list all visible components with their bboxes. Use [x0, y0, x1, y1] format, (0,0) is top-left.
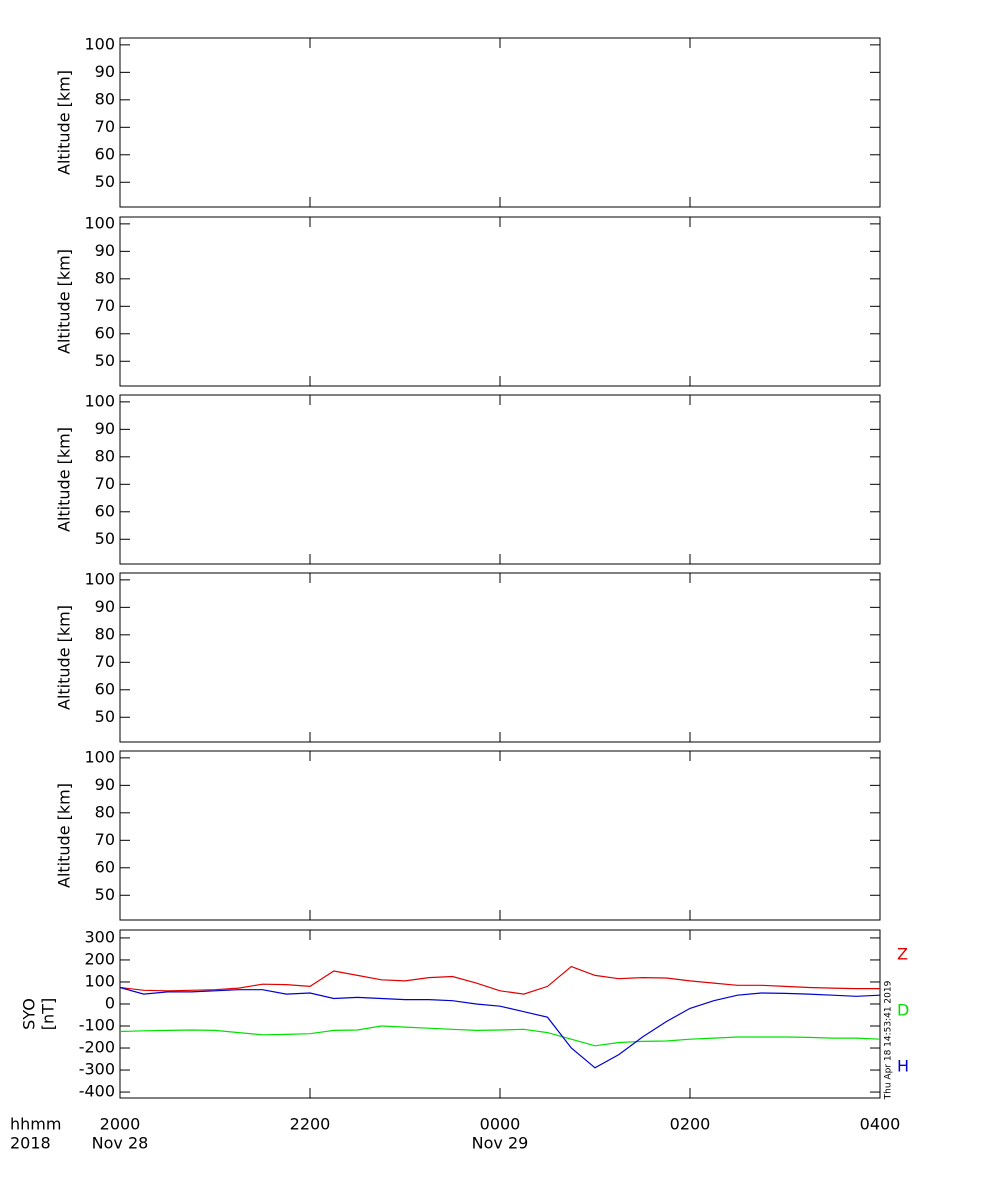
y-tick-label: -200 [79, 1038, 115, 1057]
y-axis-label: Altitude [km] [55, 70, 74, 175]
plot-frame [119, 929, 881, 1099]
y-tick-label: 90 [95, 419, 115, 438]
y-tick-label: 50 [95, 707, 115, 726]
series-line [119, 965, 880, 995]
y-tick-label: 60 [95, 857, 115, 876]
y-tick-label: 70 [95, 652, 115, 671]
legend-label: Z [897, 945, 908, 964]
y-tick-label: 50 [95, 172, 115, 191]
y-tick-label: 50 [95, 529, 115, 548]
legend-label: H [897, 1057, 909, 1076]
y-tick-label: 60 [95, 679, 115, 698]
x-date-label: Nov 29 [472, 1134, 529, 1153]
y-tick-label: -300 [79, 1060, 115, 1079]
plot-frame [119, 37, 881, 208]
x-axis-label: 2018 [10, 1134, 51, 1153]
x-tick-label: 0400 [860, 1115, 901, 1134]
y-tick-label: -400 [79, 1082, 115, 1101]
y-tick-label: 90 [95, 775, 115, 794]
y-tick-label: 80 [95, 268, 115, 287]
x-tick-label: 0000 [480, 1115, 521, 1134]
y-tick-label: -100 [79, 1016, 115, 1035]
y-tick-label: 90 [95, 62, 115, 81]
y-tick-label: 60 [95, 144, 115, 163]
y-tick-label: 200 [84, 949, 115, 968]
plot-frame [119, 572, 881, 743]
y-tick-label: 100 [84, 569, 115, 588]
y-tick-label: 80 [95, 802, 115, 821]
y-axis-label: Altitude [km] [55, 427, 74, 532]
y-tick-label: 100 [84, 213, 115, 232]
y-tick-label: 0 [105, 993, 115, 1012]
y-axis-label: Altitude [km] [55, 249, 74, 354]
y-tick-label: 70 [95, 830, 115, 849]
y-tick-label: 100 [84, 747, 115, 766]
y-tick-label: 50 [95, 351, 115, 370]
y-tick-label: 70 [95, 474, 115, 493]
plot-frame [119, 216, 881, 387]
y-tick-label: 60 [95, 501, 115, 520]
series-line [119, 986, 881, 1069]
x-axis-label: hhmm [10, 1115, 61, 1134]
timestamp: Thu Apr 18 14:53:41 2019 [884, 980, 894, 1100]
x-tick-label: 0200 [670, 1115, 711, 1134]
plot-frame [119, 394, 881, 565]
y-axis-label: Altitude [km] [55, 605, 74, 710]
plot-frame [119, 750, 881, 921]
y-axis-label: SYO [20, 998, 39, 1030]
y-tick-label: 100 [84, 34, 115, 53]
y-axis-label: Altitude [km] [55, 783, 74, 888]
legend-label: D [897, 1001, 909, 1020]
y-tick-label: 80 [95, 89, 115, 108]
y-tick-label: 90 [95, 241, 115, 260]
series-line [119, 1025, 881, 1047]
y-tick-label: 70 [95, 117, 115, 136]
y-tick-label: 60 [95, 323, 115, 342]
y-tick-label: 300 [84, 927, 115, 946]
y-axis-label: [nT] [39, 998, 58, 1030]
y-tick-label: 80 [95, 624, 115, 643]
x-date-label: Nov 28 [92, 1134, 149, 1153]
y-tick-label: 100 [84, 971, 115, 990]
y-tick-label: 90 [95, 597, 115, 616]
y-tick-label: 100 [84, 391, 115, 410]
x-tick-label: 2200 [290, 1115, 331, 1134]
x-tick-label: 2000 [100, 1115, 141, 1134]
y-tick-label: 50 [95, 885, 115, 904]
y-tick-label: 70 [95, 296, 115, 315]
y-tick-label: 80 [95, 446, 115, 465]
